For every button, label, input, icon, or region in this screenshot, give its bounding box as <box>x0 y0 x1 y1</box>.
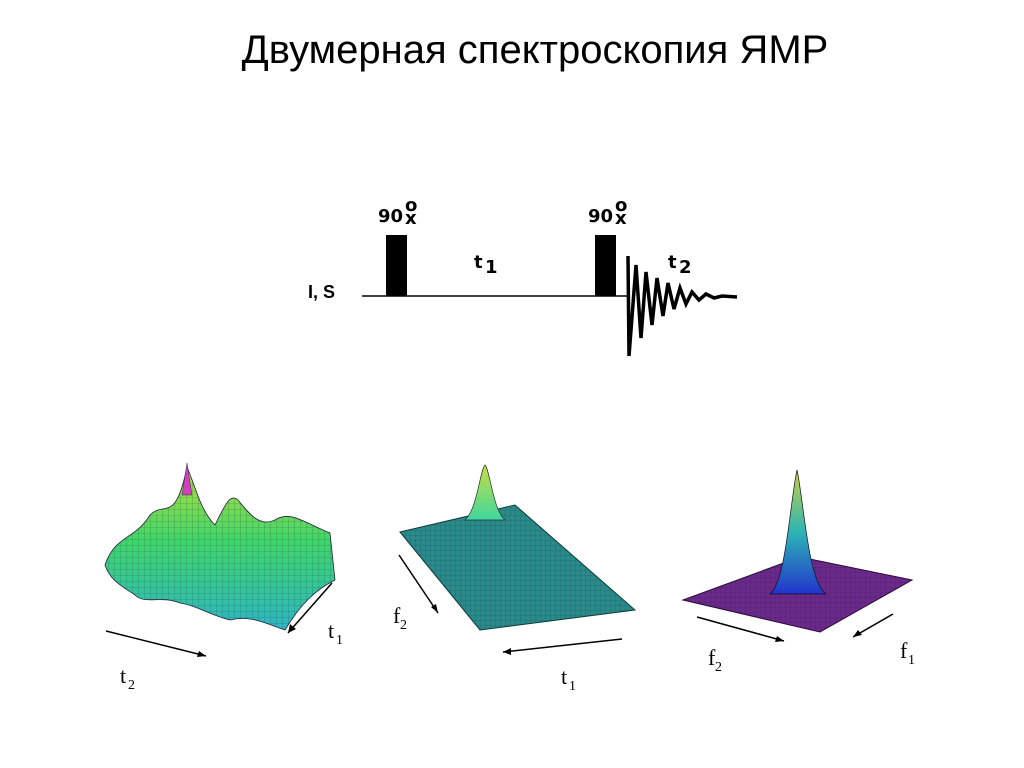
f2-axis-sub-2: 2 <box>715 660 722 675</box>
pulse-2-sup: o <box>615 195 627 216</box>
fid-signal <box>626 255 738 357</box>
t1-axis-label-2: t <box>561 664 567 689</box>
t1-axis-sub: 1 <box>336 633 343 648</box>
t1-axis-arrow <box>287 582 333 634</box>
pulse-1-sub: x <box>405 208 417 229</box>
pulse-2 <box>595 235 616 296</box>
delay-t2-label: t <box>668 252 677 273</box>
pulse-1-label: 90 <box>378 206 403 227</box>
f1-axis-label: f <box>900 638 908 663</box>
delay-t1-sub: 1 <box>485 257 498 278</box>
t2-axis-sub: 2 <box>128 678 135 693</box>
t1-axis-label: t <box>328 618 334 643</box>
surface-2-peak <box>464 464 506 521</box>
surface-3-peak <box>768 469 828 595</box>
pulse-2-sub: x <box>615 208 627 229</box>
delay-t2-sub: 2 <box>679 257 692 278</box>
f2-axis-label: f <box>393 603 401 628</box>
pulse-1 <box>386 235 407 296</box>
surface-1-peak <box>181 462 193 496</box>
page-title: Двумерная спектроскопия ЯМР <box>241 28 829 72</box>
t2-axis-label: t <box>120 663 126 688</box>
time-domain-surface-plot: t 1 t 2 <box>104 462 343 693</box>
frequency-domain-surface-plot: f 2 f 1 <box>681 469 915 675</box>
f2-axis-arrow <box>398 554 439 614</box>
f2-axis-label-2: f <box>708 645 716 670</box>
t1-axis-arrow-2 <box>502 638 623 653</box>
delay-t1-label: t <box>474 252 483 273</box>
channel-label: I, S <box>308 282 335 302</box>
t2-axis-arrow <box>105 630 207 657</box>
pulse-2-label: 90 <box>588 206 613 227</box>
f1-axis-sub: 1 <box>908 653 915 668</box>
pulse-1-sup: o <box>405 195 417 216</box>
mixed-domain-surface-plot: f 2 t 1 <box>393 464 637 694</box>
t1-axis-sub-2: 1 <box>569 679 576 694</box>
f2-axis-arrow-2 <box>696 616 785 642</box>
f2-axis-sub: 2 <box>400 618 407 633</box>
